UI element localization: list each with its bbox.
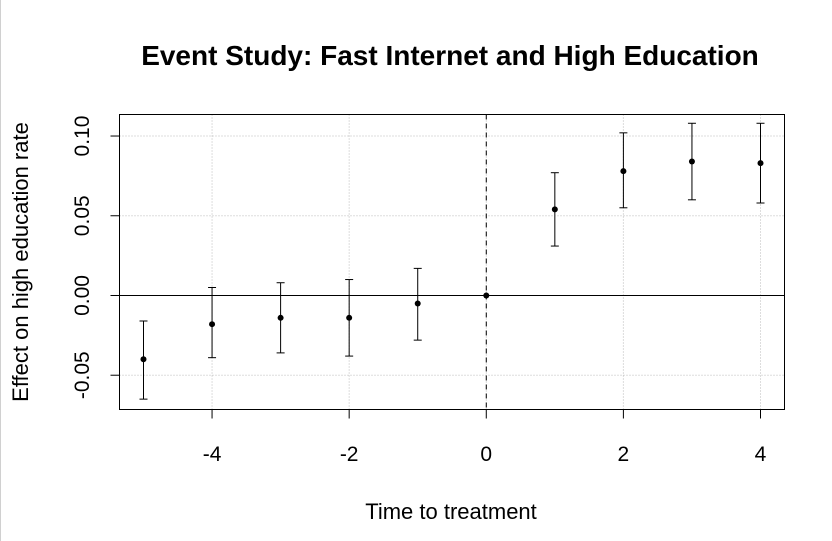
x-axis: -4 -2 0 2 4 — [203, 409, 767, 466]
y-tick-label: -0.05 — [71, 351, 94, 399]
estimate-point — [483, 292, 490, 299]
estimate-point — [209, 321, 216, 328]
estimate-point — [140, 356, 147, 363]
y-tick-label: 0.05 — [71, 195, 94, 236]
x-tick-label: -4 — [203, 443, 222, 466]
y-tick-label: 0.10 — [71, 116, 94, 157]
estimate-point — [620, 168, 627, 175]
x-tick-label: 2 — [618, 443, 630, 466]
estimate-point — [551, 206, 558, 213]
y-axis-label: Effect on high education rate — [8, 122, 33, 402]
reference-lines — [119, 114, 785, 410]
estimate-points — [140, 158, 764, 363]
x-tick-label: 4 — [755, 443, 767, 466]
y-tick-label: 0.00 — [71, 275, 94, 316]
estimate-point — [277, 314, 284, 321]
estimate-point — [757, 160, 764, 167]
x-axis-label: Time to treatment — [365, 499, 537, 524]
estimate-point — [414, 300, 421, 307]
x-tick-label: -2 — [340, 443, 359, 466]
estimate-point — [346, 314, 353, 321]
estimate-point — [688, 158, 695, 165]
y-axis: -0.05 0.00 0.05 0.10 — [71, 116, 120, 399]
x-tick-label: 0 — [480, 443, 492, 466]
chart-title: Event Study: Fast Internet and High Educ… — [141, 40, 759, 71]
